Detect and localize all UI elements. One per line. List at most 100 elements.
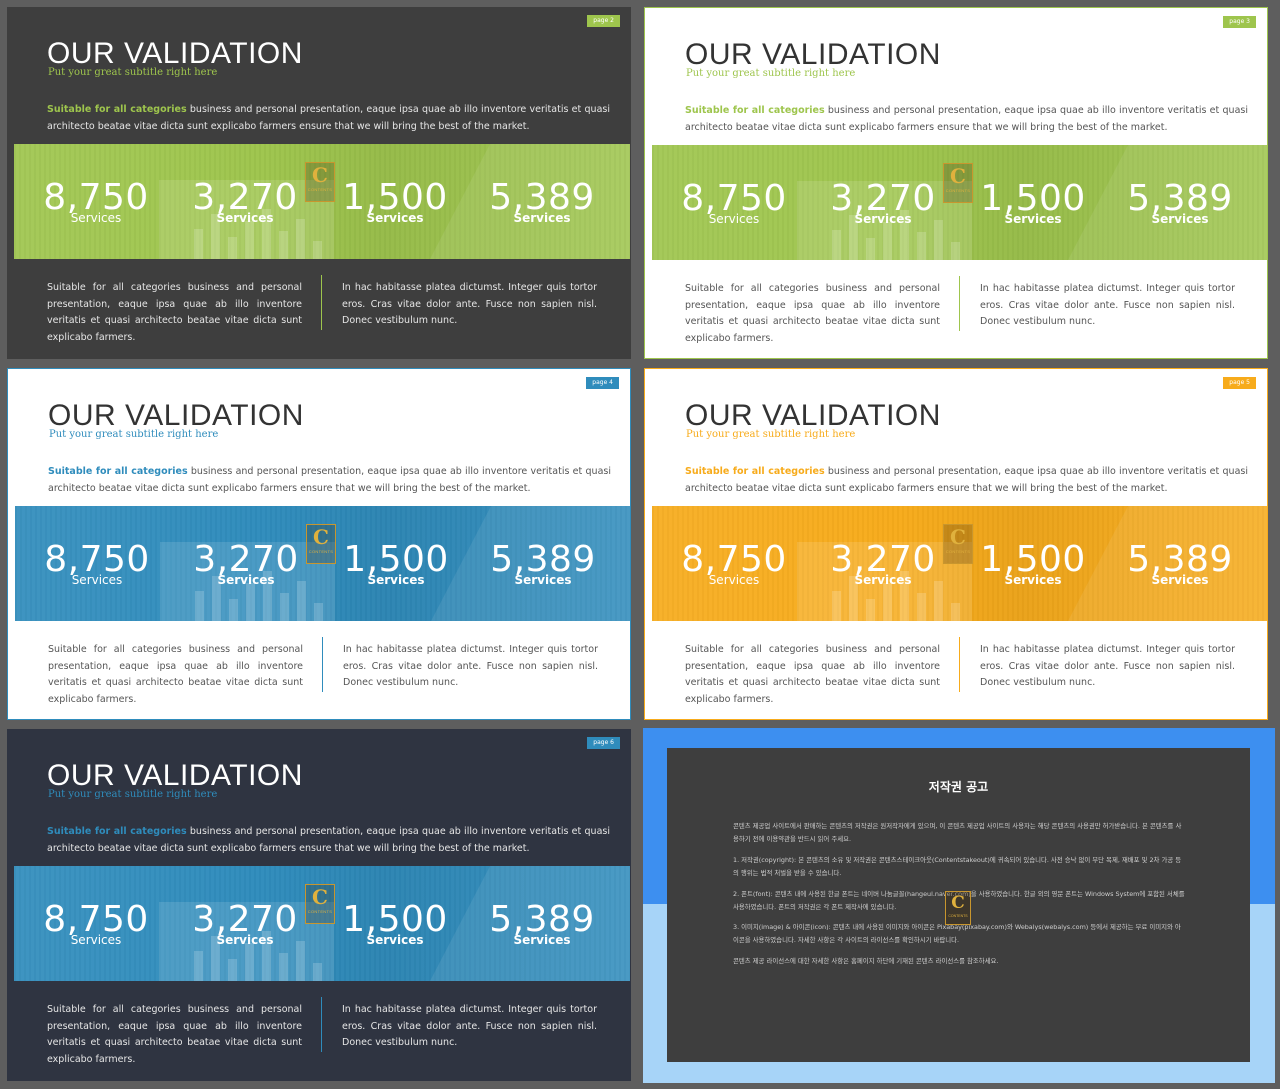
intro-paragraph: Suitable for all categories business and… — [47, 101, 610, 135]
stat-value: 1,500 — [343, 539, 449, 580]
background-laptop-image — [160, 542, 335, 621]
copyright-notice-slide[interactable]: 저작권 공고 콘텐츠 제공업 사이트에서 판매하는 콘텐츠의 저작권은 원저작자… — [643, 728, 1275, 1083]
stat-item: 5,389 Services — [478, 539, 608, 587]
stat-item: 5,389 Services — [1115, 178, 1245, 226]
stat-value: 8,750 — [43, 177, 149, 218]
stat-value: 3,270 — [192, 899, 298, 940]
intro-highlight: Suitable for all categories — [685, 466, 825, 477]
stat-item: 8,750 Services — [669, 539, 799, 587]
stat-item: 8,750 Services — [669, 179, 799, 226]
left-column-text: Suitable for all categories business and… — [47, 1004, 302, 1065]
page-number-badge: page 5 — [1223, 377, 1256, 389]
logo-letter: C — [950, 164, 966, 188]
logo-letter: C — [313, 525, 329, 549]
stat-value: 5,389 — [489, 899, 595, 940]
intro-text: business and personal presentation, eaqu… — [47, 826, 610, 854]
stat-value: 1,500 — [342, 177, 448, 218]
intro-highlight: Suitable for all categories — [685, 105, 825, 116]
stat-item: 8,750 Services — [32, 540, 162, 587]
intro-paragraph: Suitable for all categories business and… — [47, 823, 610, 857]
stats-band: 8,750 Services 3,270 Services 1,500 Serv… — [14, 866, 630, 981]
stat-value: 3,270 — [830, 178, 936, 219]
logo-word: CONTENTS — [308, 549, 334, 554]
column-divider — [322, 637, 323, 692]
left-column-text: Suitable for all categories business and… — [685, 644, 940, 705]
left-column-text: Suitable for all categories business and… — [47, 282, 302, 343]
stat-value: 1,500 — [980, 539, 1086, 580]
contents-logo: C CONTENTS — [305, 884, 335, 924]
intro-highlight: Suitable for all categories — [48, 466, 188, 477]
intro-text: business and personal presentation, eaqu… — [48, 466, 611, 494]
background-laptop-image — [797, 542, 972, 621]
stat-label: Services — [366, 933, 424, 947]
page-number-badge: page 6 — [587, 737, 620, 749]
slide-subtitle: Put your great subtitle right here — [686, 429, 856, 440]
column-divider — [959, 637, 960, 692]
slide-title: OUR VALIDATION — [47, 37, 303, 70]
slide[interactable]: page 4 OUR VALIDATION Put your great sub… — [7, 368, 631, 720]
slide[interactable]: page 5 OUR VALIDATION Put your great sub… — [644, 368, 1268, 720]
stat-value: 8,750 — [681, 539, 787, 580]
stat-label: Services — [71, 573, 123, 587]
stat-value: 3,270 — [830, 539, 936, 580]
contents-logo: C CONTENTS — [945, 891, 971, 925]
logo-letter: C — [312, 163, 328, 187]
slide[interactable]: page 3 OUR VALIDATION Put your great sub… — [644, 7, 1268, 359]
stat-label: Services — [1004, 212, 1062, 226]
background-laptop-image — [159, 180, 334, 259]
notice-panel: 저작권 공고 콘텐츠 제공업 사이트에서 판매하는 콘텐츠의 저작권은 원저작자… — [667, 748, 1250, 1062]
stat-item: 5,389 Services — [1115, 540, 1245, 587]
stat-value: 5,389 — [489, 177, 595, 218]
stat-item: 8,750 Services — [31, 177, 161, 225]
logo-letter: C — [951, 893, 965, 913]
page-number-badge: page 4 — [586, 377, 619, 389]
stat-label: Services — [514, 573, 572, 587]
stat-value: 1,500 — [342, 899, 448, 940]
stat-value: 8,750 — [43, 899, 149, 940]
stat-label: Services — [854, 212, 912, 226]
right-column-text: In hac habitasse platea dictumst. Intege… — [342, 282, 597, 326]
stat-label: Services — [1151, 212, 1209, 226]
stat-item: 3,270 Services — [818, 178, 948, 226]
logo-word: CONTENTS — [307, 187, 333, 192]
stat-value: 5,389 — [490, 539, 596, 580]
intro-highlight: Suitable for all categories — [47, 826, 187, 837]
background-laptop-image — [797, 181, 972, 260]
slide-subtitle: Put your great subtitle right here — [48, 789, 218, 800]
intro-text: business and personal presentation, eaqu… — [685, 466, 1248, 494]
stat-item: 1,500 Services — [331, 539, 461, 587]
right-column-text: In hac habitasse platea dictumst. Intege… — [980, 283, 1235, 327]
stats-band: 8,750 Services 3,270 Services 1,500 Serv… — [652, 145, 1267, 260]
left-column-text: Suitable for all categories business and… — [685, 283, 940, 344]
stats-band: 8,750 Services 3,270 Services 1,500 Serv… — [14, 144, 630, 259]
stat-value: 3,270 — [193, 539, 299, 580]
notice-body: 콘텐츠 제공업 사이트에서 판매하는 콘텐츠의 저작권은 원저작자에게 있으며,… — [733, 820, 1185, 976]
intro-paragraph: Suitable for all categories business and… — [48, 463, 611, 497]
notice-paragraph: 2. 폰트(font): 콘텐츠 내에 사용된 한글 폰트는 네이버 나눔글꼴(… — [733, 889, 1185, 911]
stat-item: 1,500 Services — [968, 179, 1098, 226]
slide-title: OUR VALIDATION — [685, 38, 941, 71]
stat-label: Services — [70, 933, 122, 947]
stat-value: 5,389 — [1127, 178, 1233, 219]
notice-paragraph: 콘텐츠 제공 라이선스에 대한 자세한 사항은 홈페이지 하단에 기재된 콘텐츠… — [733, 957, 999, 966]
stat-label: Services — [708, 212, 760, 226]
logo-word: CONTENTS — [948, 914, 968, 918]
stat-label: Services — [216, 933, 274, 947]
stat-item: 3,270 Services — [180, 899, 310, 947]
stat-label: Services — [1151, 573, 1209, 587]
background-laptop-image — [159, 902, 334, 981]
stat-item: 8,750 Services — [31, 899, 161, 947]
stat-item: 1,500 Services — [968, 539, 1098, 587]
slide-subtitle: Put your great subtitle right here — [686, 68, 856, 79]
stat-value: 3,270 — [192, 177, 298, 218]
intro-highlight: Suitable for all categories — [47, 104, 187, 115]
slide[interactable]: page 2 OUR VALIDATION Put your great sub… — [7, 7, 631, 359]
intro-paragraph: Suitable for all categories business and… — [685, 102, 1248, 136]
slide[interactable]: page 6 OUR VALIDATION Put your great sub… — [7, 729, 631, 1081]
notice-paragraph: 3. 이미지(image) & 아이콘(icon): 콘텐츠 내에 사용된 이미… — [733, 923, 1181, 945]
stats-band: 8,750 Services 3,270 Services 1,500 Serv… — [15, 506, 630, 621]
contents-logo: C CONTENTS — [943, 524, 973, 564]
stat-label: Services — [217, 573, 275, 587]
notice-paragraph: 콘텐츠 제공업 사이트에서 판매하는 콘텐츠의 저작권은 원저작자에게 있으며,… — [733, 822, 1182, 843]
stat-label: Services — [367, 573, 425, 587]
